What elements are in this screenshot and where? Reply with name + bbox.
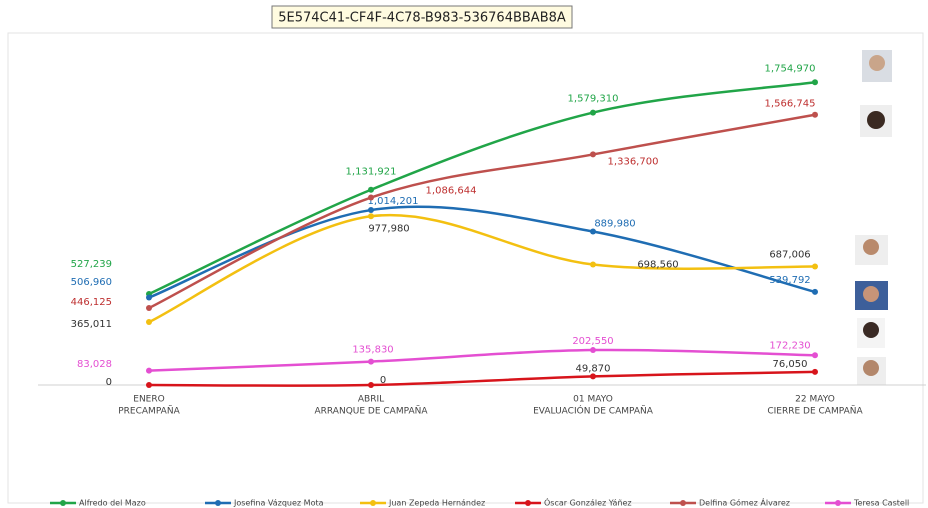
x-tick-label: 01 MAYO	[573, 395, 613, 405]
data-label: 76,050	[773, 359, 808, 370]
data-label: 1,336,700	[608, 156, 659, 167]
id-box	[271, 5, 573, 29]
data-point	[146, 294, 152, 301]
data-point	[368, 213, 374, 220]
legend-marker	[60, 500, 66, 506]
photo-face	[867, 111, 885, 129]
data-label: 539,792	[769, 275, 810, 286]
photo-face	[863, 322, 879, 338]
data-label: 977,980	[368, 223, 409, 234]
data-point	[590, 373, 596, 380]
series-line	[148, 205, 816, 299]
series-line	[148, 370, 816, 387]
data-point	[368, 207, 374, 214]
legend-marker	[680, 500, 686, 506]
data-label: 1,086,644	[426, 186, 477, 197]
data-label: 135,830	[352, 345, 393, 356]
data-label: 1,131,921	[346, 167, 397, 178]
data-point	[812, 79, 818, 86]
data-point	[590, 228, 596, 235]
legend-label: Delfina Gómez Álvarez	[699, 497, 790, 508]
chart-frame	[7, 32, 924, 504]
x-tick-label: EVALUACIÓN DE CAMPAÑA	[533, 405, 654, 417]
data-point	[812, 352, 818, 359]
data-label: 889,980	[594, 218, 635, 229]
data-label: 0	[106, 377, 112, 388]
legend-marker	[835, 500, 841, 506]
legend-label: Teresa Castell	[853, 499, 909, 508]
x-tick-label: CIERRE DE CAMPAÑA	[767, 406, 863, 417]
data-label: 172,230	[769, 340, 810, 351]
data-label: 1,579,310	[568, 94, 619, 105]
x-tick-label: 22 MAYO	[795, 395, 835, 405]
data-point	[590, 261, 596, 268]
photo-face	[863, 286, 879, 302]
id-text: 5E574C41-CF4F-4C78-B983-536764BBAB8A	[278, 11, 566, 26]
data-label: 49,870	[576, 363, 611, 374]
data-point	[590, 347, 596, 354]
photo-face	[863, 239, 879, 255]
data-point	[590, 151, 596, 158]
legend-marker	[370, 500, 376, 506]
data-point	[146, 367, 152, 374]
data-label: 506,960	[71, 277, 112, 288]
data-label: 687,006	[769, 249, 810, 260]
data-label: 1,014,201	[368, 196, 419, 207]
x-tick-label: ABRIL	[358, 395, 384, 405]
x-tick-label: PRECAMPAÑA	[118, 406, 180, 417]
data-label: 1,566,745	[765, 99, 816, 110]
data-point	[146, 319, 152, 326]
data-label: 202,550	[572, 336, 613, 347]
data-label: 698,560	[637, 259, 678, 270]
data-point	[368, 194, 374, 201]
data-label: 365,011	[71, 319, 112, 330]
data-point	[590, 109, 596, 116]
legend-label: Óscar González Yáñez	[544, 497, 632, 508]
data-point	[812, 263, 818, 270]
data-label: 1,754,970	[765, 63, 816, 74]
data-point	[812, 288, 818, 295]
legend-label: Juan Zepeda Hernández	[388, 499, 485, 508]
data-label: 446,125	[71, 297, 112, 308]
data-label: 527,239	[71, 259, 112, 270]
series-line	[148, 113, 816, 310]
series-line	[148, 348, 816, 372]
data-point	[146, 305, 152, 312]
legend-label: Alfredo del Mazo	[79, 499, 146, 508]
photo-face	[869, 55, 885, 71]
photos	[855, 50, 892, 385]
data-point	[812, 111, 818, 118]
data-point	[368, 358, 374, 365]
x-tick-label: ARRANQUE DE CAMPAÑA	[315, 406, 429, 417]
data-point	[146, 382, 152, 388]
data-point	[812, 368, 818, 375]
series-line	[148, 213, 816, 324]
x-tick-label: ENERO	[133, 395, 164, 405]
data-point	[368, 382, 374, 388]
series-line	[148, 81, 816, 296]
data-label: 0	[380, 375, 386, 386]
photo-face	[863, 360, 879, 376]
data-label: 83,028	[77, 359, 112, 370]
data-point	[368, 186, 374, 193]
legend-marker	[215, 500, 221, 506]
legend-marker	[525, 500, 531, 506]
legend-label: Josefina Vázquez Mota	[233, 499, 324, 508]
